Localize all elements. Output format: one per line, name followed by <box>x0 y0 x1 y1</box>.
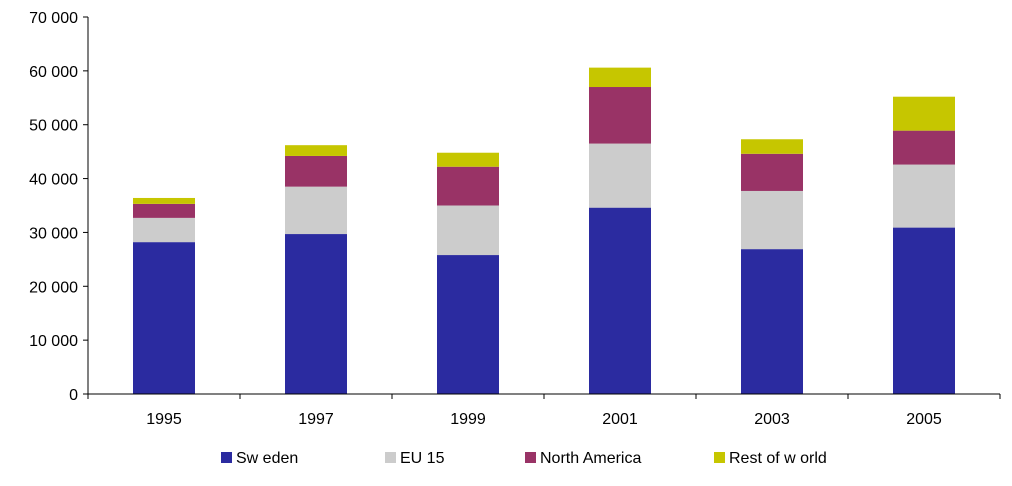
bar-segment <box>741 190 803 250</box>
x-tick-label: 2005 <box>906 411 942 428</box>
bar-segment <box>133 197 195 204</box>
bar-segment <box>437 255 499 394</box>
bar-segment <box>285 186 347 235</box>
bar-segment <box>741 249 803 394</box>
bar-segment <box>893 130 955 165</box>
x-tick-label: 2003 <box>754 411 790 428</box>
y-tick-label: 10 000 <box>29 333 78 350</box>
legend-label: EU 15 <box>400 450 445 467</box>
bar-segment <box>133 203 195 218</box>
bar-segment <box>285 145 347 156</box>
legend: Sw eden EU 15 North America Rest of w orld <box>221 450 827 467</box>
x-tick-label: 1997 <box>298 411 334 428</box>
x-tick-label: 1995 <box>146 411 182 428</box>
bar-segment <box>893 96 955 131</box>
y-tick-label: 30 000 <box>29 225 78 242</box>
bar-segment <box>285 155 347 187</box>
bar-segment <box>893 227 955 394</box>
bar-segment <box>893 164 955 228</box>
y-tick-label: 60 000 <box>29 64 78 81</box>
legend-label: Sw eden <box>236 450 298 467</box>
bar-segment <box>589 143 651 208</box>
bar-segment <box>437 152 499 167</box>
x-tick-label: 1999 <box>450 411 486 428</box>
legend-swatch <box>714 452 725 463</box>
y-axis-ticks: 0 10 000 20 000 30 000 40 000 50 000 60 000 70 … <box>29 10 88 404</box>
legend-swatch <box>221 452 232 463</box>
bars <box>133 67 955 394</box>
bar-segment <box>133 217 195 243</box>
bar-segment <box>437 166 499 206</box>
bar-segment <box>741 153 803 191</box>
legend-label: Rest of w orld <box>729 450 827 467</box>
y-tick-label: 70 000 <box>29 10 78 27</box>
bar-segment <box>133 242 195 394</box>
legend-swatch <box>385 452 396 463</box>
bar-segment <box>589 67 651 88</box>
x-axis-ticks: 1995 1997 1999 2001 2003 2005 <box>87 394 1001 428</box>
y-tick-label: 50 000 <box>29 118 78 135</box>
bar-segment <box>741 139 803 154</box>
y-tick-label: 0 <box>69 387 78 404</box>
x-tick-label: 2001 <box>602 411 638 428</box>
bar-segment <box>589 87 651 144</box>
y-tick-label: 20 000 <box>29 279 78 296</box>
legend-label: North America <box>540 450 641 467</box>
y-tick-label: 40 000 <box>29 172 78 189</box>
legend-swatch <box>525 452 536 463</box>
bar-segment <box>285 234 347 394</box>
bar-segment <box>589 207 651 394</box>
bar-segment <box>437 205 499 256</box>
